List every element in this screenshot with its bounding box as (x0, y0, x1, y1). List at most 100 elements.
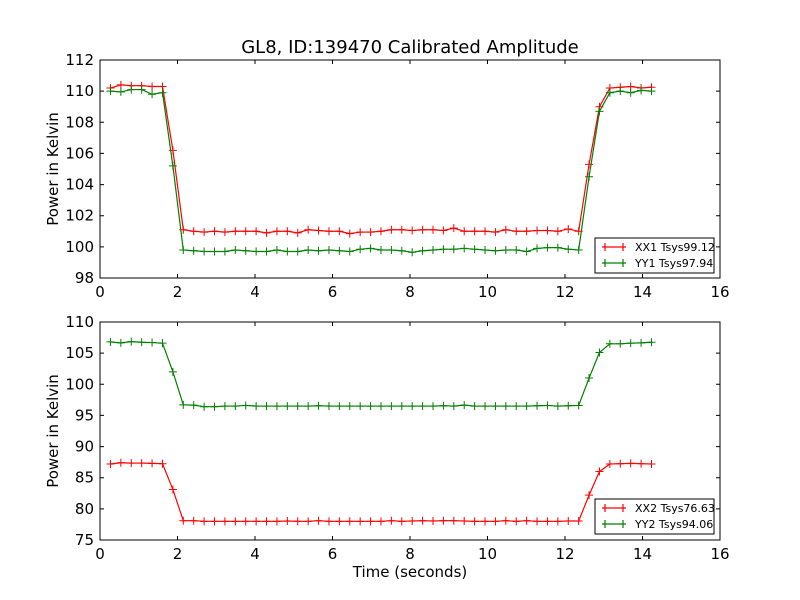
data-point-marker (148, 459, 157, 468)
data-point-marker (116, 458, 125, 467)
data-point-marker (501, 516, 510, 525)
data-point-marker (189, 227, 198, 236)
x-tick-label: 12 (555, 545, 574, 563)
data-point-marker (210, 227, 219, 236)
data-point-marker (605, 88, 614, 97)
data-point-marker (408, 226, 417, 235)
data-point-marker (148, 82, 157, 91)
data-point-marker (501, 245, 510, 254)
data-point-marker (220, 402, 229, 411)
data-point-marker (574, 517, 583, 526)
data-point-marker (335, 402, 344, 411)
legend-label: YY2 Tsys94.06 (634, 518, 713, 531)
data-point-marker (564, 517, 573, 526)
x-axis-label: Time (seconds) (352, 563, 468, 581)
data-point-marker (345, 229, 354, 238)
data-point-marker (626, 339, 635, 348)
x-tick-label: 0 (95, 283, 105, 301)
data-point-marker (418, 225, 427, 234)
data-point-marker (481, 517, 490, 526)
data-point-marker (481, 402, 490, 411)
data-point-marker (106, 460, 115, 469)
data-point-marker (512, 245, 521, 254)
y-tick-label: 95 (75, 406, 94, 424)
data-point-marker (470, 517, 479, 526)
data-point-marker (491, 246, 500, 255)
data-point-marker (106, 87, 115, 96)
data-point-marker (231, 517, 240, 526)
data-point-marker (106, 337, 115, 346)
legend-label: YY1 Tsys97.94 (634, 257, 713, 270)
data-point-marker (616, 459, 625, 468)
y-tick-label: 80 (75, 500, 94, 518)
data-point-marker (408, 248, 417, 257)
data-point-marker (148, 338, 157, 347)
x-tick-label: 2 (173, 545, 183, 563)
data-point-marker (449, 245, 458, 254)
data-point-marker (387, 402, 396, 411)
data-point-marker (418, 246, 427, 255)
data-point-marker (376, 402, 385, 411)
x-tick-label: 6 (328, 283, 338, 301)
chart-title: GL8, ID:139470 Calibrated Amplitude (241, 37, 579, 58)
y-tick-label: 90 (75, 438, 94, 456)
data-point-marker (439, 401, 448, 410)
data-point-marker (522, 227, 531, 236)
data-point-marker (324, 227, 333, 236)
data-point-marker (241, 401, 250, 410)
data-point-marker (335, 517, 344, 526)
top-y-axis-label: Power in Kelvin (44, 112, 62, 226)
data-point-marker (200, 228, 209, 237)
data-point-marker (439, 516, 448, 525)
data-point-marker (512, 402, 521, 411)
bottom-axes: 0 2 4 6 8 10 12 14 16 75 80 85 90 95 100 105 110 XX2 Tsys… (65, 313, 729, 563)
data-point-marker (304, 245, 313, 254)
data-point-marker (481, 245, 490, 254)
data-point-marker (158, 339, 167, 348)
data-point-marker (210, 517, 219, 526)
data-point-marker (616, 87, 625, 96)
data-point-marker (376, 227, 385, 236)
data-point-marker (439, 226, 448, 235)
data-point-marker (252, 247, 261, 256)
data-point-marker (585, 172, 594, 181)
data-point-marker (616, 339, 625, 348)
y-tick-label: 112 (65, 51, 94, 69)
y-tick-label: 75 (75, 531, 94, 549)
data-point-marker (595, 467, 604, 476)
data-point-marker (512, 517, 521, 526)
data-point-marker (314, 246, 323, 255)
x-tick-label: 14 (633, 545, 652, 563)
data-point-marker (231, 227, 240, 236)
data-point-marker (366, 228, 375, 237)
y-tick-label: 100 (65, 375, 94, 393)
data-point-marker (127, 85, 136, 94)
data-point-marker (158, 459, 167, 468)
data-point-marker (501, 402, 510, 411)
data-point-marker (231, 245, 240, 254)
data-point-marker (356, 228, 365, 237)
data-point-marker (460, 517, 469, 526)
data-point-marker (553, 227, 562, 236)
data-point-marker (283, 227, 292, 236)
x-tick-label: 14 (633, 283, 652, 301)
data-point-marker (543, 517, 552, 526)
data-point-marker (241, 246, 250, 255)
data-point-marker (304, 225, 313, 234)
data-point-marker (470, 227, 479, 236)
data-point-marker (397, 402, 406, 411)
top-axes: 0 2 4 6 8 10 12 14 16 98 100 102 104 106 108 110 112 XX1 … (65, 51, 729, 301)
data-point-marker (366, 517, 375, 526)
data-point-marker (252, 517, 261, 526)
data-point-marker (397, 517, 406, 526)
data-point-marker (595, 107, 604, 116)
data-point-marker (356, 245, 365, 254)
data-point-marker (553, 517, 562, 526)
x-tick-label: 12 (555, 283, 574, 301)
data-point-marker (574, 245, 583, 254)
bottom-y-axis-label: Power in Kelvin (44, 374, 62, 488)
data-point-marker (158, 88, 167, 97)
data-point-marker (293, 402, 302, 411)
data-point-marker (210, 402, 219, 411)
